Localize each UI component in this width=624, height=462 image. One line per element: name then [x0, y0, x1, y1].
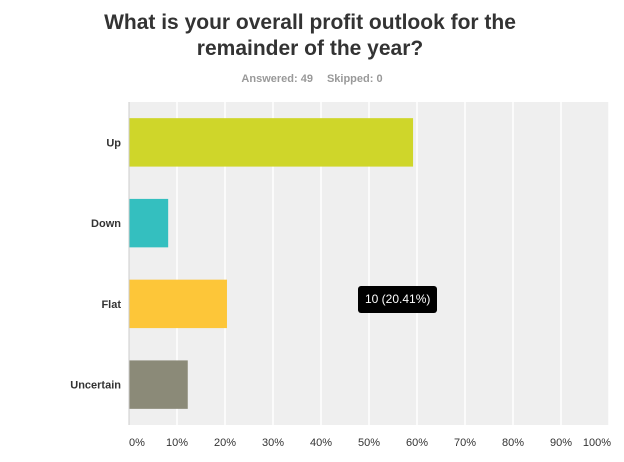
category-label: Flat — [101, 299, 121, 311]
skipped-count: Skipped: 0 — [326, 73, 383, 85]
bar-tooltip: 10 (20.41%) — [358, 286, 438, 313]
x-tick-label: 90% — [550, 437, 572, 449]
x-tick-label: 70% — [454, 437, 476, 449]
x-tick-label: 40% — [310, 437, 332, 449]
category-label: Up — [106, 137, 121, 149]
bar-flat[interactable] — [129, 279, 227, 329]
category-label: Uncertain — [70, 380, 121, 392]
x-tick-label: 30% — [262, 437, 284, 449]
bars — [129, 118, 414, 409]
response-stats: Answered: 49 Skipped: 0 — [0, 73, 624, 85]
answered-count: Answered: 49 — [241, 73, 313, 85]
bar-up[interactable] — [129, 118, 414, 167]
x-axis-ticks: 0% 10% 20% 30% 40% 50% 60% 70% 80% 90% 100% — [129, 437, 611, 449]
category-label: Down — [91, 218, 121, 230]
x-tick-label: 50% — [358, 437, 380, 449]
x-tick-label: 0% — [129, 437, 145, 449]
bar-uncertain[interactable] — [129, 360, 188, 409]
x-tick-label: 100% — [583, 437, 611, 449]
bar-down[interactable] — [129, 198, 169, 248]
x-tick-label: 10% — [166, 437, 188, 449]
category-labels: Up Down Flat Uncertain — [70, 137, 121, 391]
chart-title: What is your overall profit outlook for … — [104, 11, 516, 60]
x-tick-label: 20% — [214, 437, 236, 449]
x-tick-label: 80% — [502, 437, 524, 449]
x-tick-label: 60% — [406, 437, 428, 449]
